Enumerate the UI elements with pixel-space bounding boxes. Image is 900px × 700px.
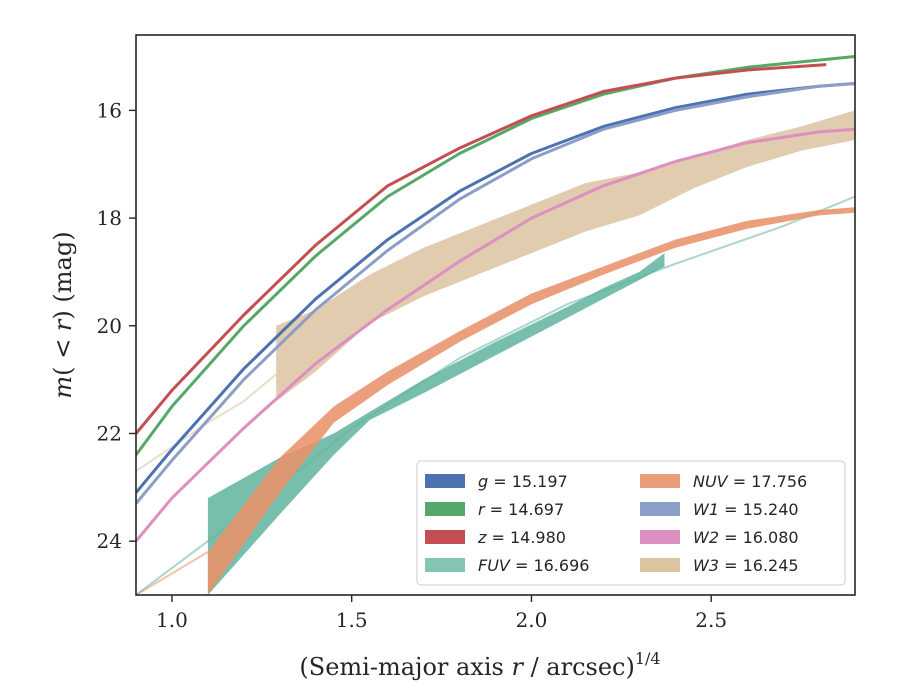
series-w3-band — [276, 110, 855, 402]
legend-eq-w1: = — [719, 500, 743, 519]
legend-label-w2: W2 = 16.080 — [693, 528, 799, 547]
legend-label-z: z = 14.980 — [477, 528, 566, 547]
legend-swatch-g — [425, 474, 465, 488]
legend-var-nuv: NUV — [693, 472, 729, 491]
legend-entry-nuv: NUV = 17.756 — [640, 472, 807, 491]
legend-swatch-w2 — [640, 530, 680, 544]
legend-entry-w1: W1 = 15.240 — [640, 500, 799, 519]
legend-swatch-w3 — [640, 558, 680, 572]
y-tick-label: 18 — [97, 206, 122, 230]
legend-value-r: 14.697 — [508, 500, 564, 519]
legend-value-z: 14.980 — [510, 528, 566, 547]
x-axis-label: (Semi-major axis r / arcsec)1/4 — [299, 649, 660, 681]
y-axis-label-lt: < — [49, 331, 77, 366]
legend-entry-g: g = 15.197 — [425, 472, 568, 491]
legend-swatch-z — [425, 530, 465, 544]
legend-frame — [416, 460, 846, 586]
plot-area — [136, 55, 855, 595]
legend-var-z: z — [477, 528, 487, 547]
x-tick-label: 2.0 — [516, 608, 548, 632]
legend-value-w2: 16.080 — [743, 528, 799, 547]
legend-swatch-w1 — [640, 502, 680, 516]
legend-var-r: r — [478, 500, 486, 519]
series-w3-extrapolation — [136, 373, 277, 473]
legend-var-w1: W1 — [693, 500, 719, 519]
y-tick-label: 20 — [97, 314, 122, 338]
legend: g = 15.197 r = 14.697 z = 14.980 FUV = 1… — [416, 460, 846, 586]
x-tick-label: 2.5 — [695, 608, 727, 632]
legend-value-nuv: 17.756 — [751, 472, 807, 491]
legend-eq-w3: = — [719, 556, 743, 575]
y-axis-label-close: ) (mag) — [49, 231, 77, 319]
series-z-line — [136, 63, 827, 435]
legend-label-fuv: FUV = 16.696 — [478, 556, 589, 575]
series-nuv-extrapolation — [136, 551, 209, 595]
legend-label-w1: W1 = 15.240 — [693, 500, 799, 519]
x-axis-label-rest: / arcsec) — [523, 653, 635, 681]
legend-label-nuv: NUV = 17.756 — [693, 472, 807, 491]
legend-var-w3: W3 — [693, 556, 719, 575]
series-w1-line — [136, 82, 855, 505]
legend-eq-w2: = — [719, 528, 743, 547]
legend-var-w2: W2 — [693, 528, 719, 547]
legend-label-r: r = 14.697 — [478, 500, 564, 519]
x-axis-label-var: r — [511, 653, 524, 681]
legend-label-w3: W3 = 16.245 — [693, 556, 799, 575]
series-w2-line — [136, 127, 855, 543]
legend-value-fuv: 16.696 — [533, 556, 589, 575]
axis-ticks: 1.0 1.5 2.0 2.5 16 18 20 22 24 — [97, 98, 728, 632]
legend-eq-fuv: = — [510, 556, 534, 575]
y-axis-label-open: ( — [49, 366, 77, 375]
legend-eq-nuv: = — [728, 472, 752, 491]
x-tick-label: 1.0 — [156, 608, 188, 632]
legend-swatch-r — [425, 502, 465, 516]
legend-swatch-nuv — [640, 474, 680, 488]
legend-entry-w2: W2 = 16.080 — [640, 528, 799, 547]
y-tick-label: 24 — [97, 529, 122, 553]
series-fuv-band — [207, 253, 665, 595]
legend-eq-g: = — [488, 472, 512, 491]
y-axis-label: m( < r) (mag) — [49, 231, 77, 398]
series-g-line — [136, 82, 855, 494]
legend-swatch-fuv — [425, 558, 465, 572]
legend-value-g: 15.197 — [512, 472, 568, 491]
legend-label-g: g = 15.197 — [478, 472, 568, 491]
x-axis-label-exponent: 1/4 — [635, 649, 661, 668]
plot-frame — [135, 34, 856, 596]
legend-value-w1: 15.240 — [743, 500, 799, 519]
legend-entry-r: r = 14.697 — [425, 500, 564, 519]
legend-entry-w3: W3 = 16.245 — [640, 556, 799, 575]
x-axis-label-main: (Semi-major axis — [299, 653, 511, 681]
legend-var-g: g — [478, 472, 488, 491]
y-axis-label-var: m — [49, 376, 77, 399]
legend-eq-r: = — [485, 500, 509, 519]
y-axis-label-r: r — [49, 318, 77, 331]
series-r-line — [136, 55, 855, 456]
legend-value-w3: 16.245 — [743, 556, 799, 575]
legend-var-fuv: FUV — [478, 556, 511, 575]
legend-entry-fuv: FUV = 16.696 — [425, 556, 589, 575]
y-tick-label: 22 — [97, 421, 122, 445]
y-tick-label: 16 — [97, 98, 122, 122]
legend-eq-z: = — [486, 528, 510, 547]
x-tick-label: 1.5 — [336, 608, 368, 632]
legend-entry-z: z = 14.980 — [425, 528, 566, 547]
